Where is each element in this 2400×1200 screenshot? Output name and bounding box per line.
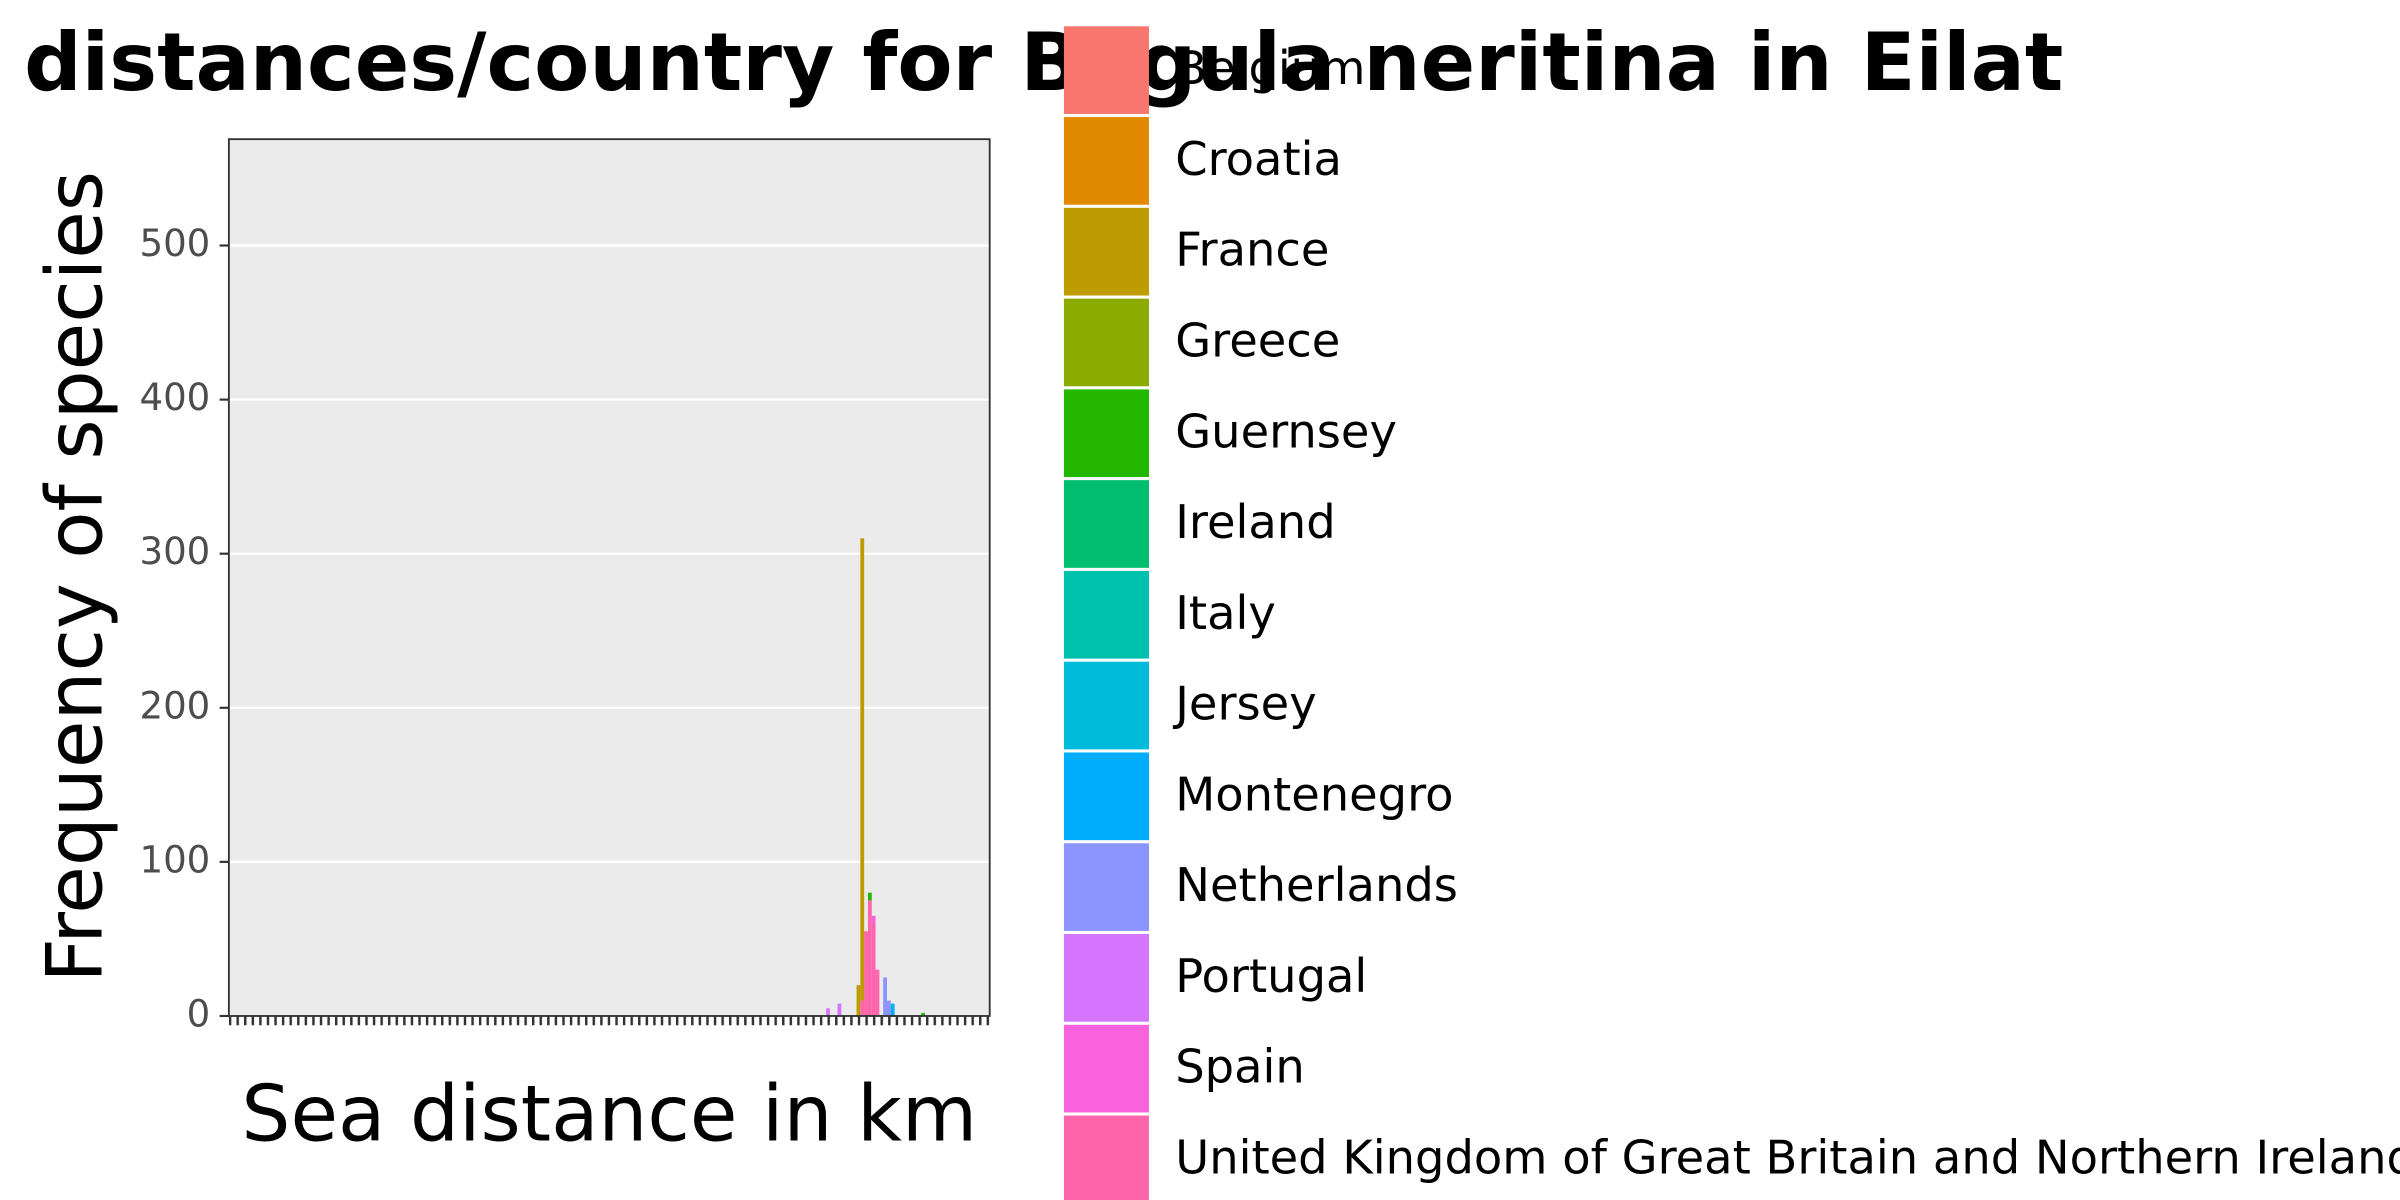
- legend-label: Spain: [1175, 1040, 1305, 1094]
- y-tick-label: 0: [187, 992, 211, 1035]
- bar: [867, 892, 872, 901]
- legend-swatch: [1063, 661, 1149, 750]
- y-tick-label: 300: [139, 530, 210, 573]
- bar: [871, 923, 876, 1016]
- legend-label: Croatia: [1175, 132, 1342, 186]
- bar: [871, 915, 876, 924]
- bar: [921, 1012, 926, 1016]
- bar: [864, 931, 868, 1016]
- legend-swatch: [1063, 843, 1149, 931]
- bar: [860, 538, 865, 1001]
- bar: [826, 1008, 830, 1016]
- legend-swatch: [1063, 26, 1149, 114]
- legend-label: Ireland: [1175, 495, 1335, 549]
- legend-swatch: [1063, 298, 1149, 387]
- legend-swatch: [1063, 1115, 1149, 1200]
- bar: [886, 1000, 891, 1016]
- panel: [228, 139, 990, 1016]
- legend-swatch: [1063, 752, 1149, 841]
- y-tick-label: 500: [139, 222, 210, 265]
- legend-swatch: [1063, 207, 1149, 296]
- x-axis-ticks: [228, 1015, 990, 1026]
- legend-swatch: [1063, 934, 1149, 1022]
- legend-label: Jersey: [1172, 677, 1316, 731]
- y-axis-title: Frequency of species: [30, 171, 120, 983]
- bar: [837, 1003, 842, 1016]
- legend-swatch: [1063, 1024, 1149, 1113]
- chart-title: Sea distances/country for Bugula neritin…: [0, 15, 2063, 109]
- legend-label: Montenegro: [1175, 767, 1453, 821]
- legend-label: Italy: [1175, 586, 1276, 640]
- bar: [867, 900, 872, 1016]
- y-tick-label: 100: [139, 838, 210, 881]
- bar: [875, 969, 880, 1016]
- legend-swatch: [1063, 389, 1149, 478]
- bar: [883, 977, 887, 1016]
- bar: [890, 1003, 895, 1016]
- legend-swatch: [1063, 570, 1149, 659]
- x-axis-title: Sea distance in km: [241, 1070, 977, 1160]
- legend-label: United Kingdom of Great Britain and Nort…: [1175, 1130, 2400, 1184]
- legend-label: Belgium: [1175, 41, 1365, 95]
- legend-label: Guernsey: [1175, 404, 1397, 458]
- legend-label: France: [1175, 223, 1329, 277]
- legend-swatch: [1063, 117, 1149, 205]
- legend-swatch: [1063, 480, 1149, 568]
- legend-label: Netherlands: [1175, 858, 1458, 912]
- y-tick-label: 400: [139, 376, 210, 419]
- bar: [856, 985, 861, 1016]
- y-tick-label: 200: [139, 684, 210, 727]
- legend-label: Greece: [1175, 313, 1340, 367]
- legend-label: Portugal: [1175, 949, 1367, 1003]
- bar: [860, 1000, 865, 1016]
